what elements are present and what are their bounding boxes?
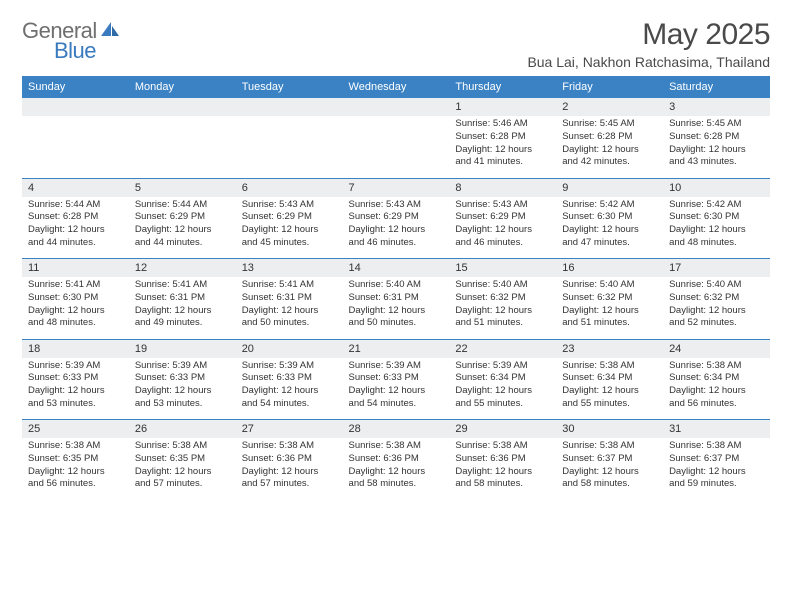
day-data-cell: Sunrise: 5:39 AMSunset: 6:33 PMDaylight:…: [22, 358, 129, 420]
day-number-cell: [22, 98, 129, 116]
day-data-cell: [343, 116, 450, 178]
day-number-cell: 9: [556, 178, 663, 197]
day-data-cell: Sunrise: 5:46 AMSunset: 6:28 PMDaylight:…: [449, 116, 556, 178]
day-data-cell: [236, 116, 343, 178]
day-number-cell: 12: [129, 259, 236, 278]
day-data-cell: Sunrise: 5:40 AMSunset: 6:31 PMDaylight:…: [343, 277, 450, 339]
day-number-row: 123: [22, 98, 770, 116]
day-number-row: 45678910: [22, 178, 770, 197]
weekday-header-row: Sunday Monday Tuesday Wednesday Thursday…: [22, 76, 770, 98]
title-block: May 2025 Bua Lai, Nakhon Ratchasima, Tha…: [527, 18, 770, 70]
header: General Blue May 2025 Bua Lai, Nakhon Ra…: [22, 18, 770, 70]
day-number-cell: 27: [236, 420, 343, 439]
day-data-cell: Sunrise: 5:39 AMSunset: 6:33 PMDaylight:…: [343, 358, 450, 420]
day-data-row: Sunrise: 5:39 AMSunset: 6:33 PMDaylight:…: [22, 358, 770, 420]
day-data-cell: Sunrise: 5:39 AMSunset: 6:34 PMDaylight:…: [449, 358, 556, 420]
weekday-header: Thursday: [449, 76, 556, 98]
day-number-cell: 26: [129, 420, 236, 439]
day-number-cell: 18: [22, 339, 129, 358]
calendar-table: Sunday Monday Tuesday Wednesday Thursday…: [22, 76, 770, 500]
day-number-cell: 21: [343, 339, 450, 358]
day-data-cell: Sunrise: 5:41 AMSunset: 6:30 PMDaylight:…: [22, 277, 129, 339]
day-number-cell: [343, 98, 450, 116]
day-data-cell: Sunrise: 5:42 AMSunset: 6:30 PMDaylight:…: [556, 197, 663, 259]
logo: General Blue: [22, 18, 121, 64]
day-data-cell: Sunrise: 5:41 AMSunset: 6:31 PMDaylight:…: [129, 277, 236, 339]
day-number-cell: [236, 98, 343, 116]
day-number-cell: 14: [343, 259, 450, 278]
day-number-cell: 16: [556, 259, 663, 278]
logo-text-blue: Blue: [54, 38, 96, 64]
weekday-header: Monday: [129, 76, 236, 98]
day-number-cell: 4: [22, 178, 129, 197]
day-number-cell: 31: [663, 420, 770, 439]
day-data-cell: Sunrise: 5:43 AMSunset: 6:29 PMDaylight:…: [343, 197, 450, 259]
day-number-cell: 24: [663, 339, 770, 358]
day-data-cell: Sunrise: 5:38 AMSunset: 6:34 PMDaylight:…: [556, 358, 663, 420]
day-data-cell: Sunrise: 5:39 AMSunset: 6:33 PMDaylight:…: [129, 358, 236, 420]
day-data-row: Sunrise: 5:44 AMSunset: 6:28 PMDaylight:…: [22, 197, 770, 259]
day-data-cell: Sunrise: 5:38 AMSunset: 6:36 PMDaylight:…: [343, 438, 450, 500]
day-data-cell: Sunrise: 5:38 AMSunset: 6:35 PMDaylight:…: [22, 438, 129, 500]
day-data-cell: [129, 116, 236, 178]
day-data-cell: Sunrise: 5:44 AMSunset: 6:29 PMDaylight:…: [129, 197, 236, 259]
day-number-cell: 3: [663, 98, 770, 116]
day-data-cell: Sunrise: 5:45 AMSunset: 6:28 PMDaylight:…: [556, 116, 663, 178]
day-number-row: 18192021222324: [22, 339, 770, 358]
weekday-header: Sunday: [22, 76, 129, 98]
day-data-cell: Sunrise: 5:45 AMSunset: 6:28 PMDaylight:…: [663, 116, 770, 178]
day-number-cell: 13: [236, 259, 343, 278]
day-data-cell: Sunrise: 5:42 AMSunset: 6:30 PMDaylight:…: [663, 197, 770, 259]
day-number-cell: 7: [343, 178, 450, 197]
day-number-cell: 20: [236, 339, 343, 358]
logo-sail-icon: [99, 20, 121, 43]
day-number-cell: 1: [449, 98, 556, 116]
weekday-header: Saturday: [663, 76, 770, 98]
day-number-cell: 10: [663, 178, 770, 197]
day-number-cell: 17: [663, 259, 770, 278]
day-data-cell: Sunrise: 5:40 AMSunset: 6:32 PMDaylight:…: [663, 277, 770, 339]
day-data-cell: Sunrise: 5:43 AMSunset: 6:29 PMDaylight:…: [236, 197, 343, 259]
day-data-cell: [22, 116, 129, 178]
calendar-body: 123Sunrise: 5:46 AMSunset: 6:28 PMDaylig…: [22, 98, 770, 500]
day-number-cell: 23: [556, 339, 663, 358]
day-data-cell: Sunrise: 5:38 AMSunset: 6:36 PMDaylight:…: [236, 438, 343, 500]
day-number-row: 25262728293031: [22, 420, 770, 439]
day-number-cell: 11: [22, 259, 129, 278]
day-number-cell: 8: [449, 178, 556, 197]
day-data-cell: Sunrise: 5:38 AMSunset: 6:37 PMDaylight:…: [556, 438, 663, 500]
day-number-cell: [129, 98, 236, 116]
day-data-row: Sunrise: 5:41 AMSunset: 6:30 PMDaylight:…: [22, 277, 770, 339]
day-number-cell: 29: [449, 420, 556, 439]
weekday-header: Friday: [556, 76, 663, 98]
day-data-row: Sunrise: 5:38 AMSunset: 6:35 PMDaylight:…: [22, 438, 770, 500]
day-number-cell: 22: [449, 339, 556, 358]
day-data-cell: Sunrise: 5:39 AMSunset: 6:33 PMDaylight:…: [236, 358, 343, 420]
day-data-cell: Sunrise: 5:40 AMSunset: 6:32 PMDaylight:…: [449, 277, 556, 339]
day-number-cell: 30: [556, 420, 663, 439]
day-data-row: Sunrise: 5:46 AMSunset: 6:28 PMDaylight:…: [22, 116, 770, 178]
day-number-cell: 19: [129, 339, 236, 358]
day-data-cell: Sunrise: 5:41 AMSunset: 6:31 PMDaylight:…: [236, 277, 343, 339]
day-data-cell: Sunrise: 5:38 AMSunset: 6:36 PMDaylight:…: [449, 438, 556, 500]
day-number-cell: 2: [556, 98, 663, 116]
day-data-cell: Sunrise: 5:38 AMSunset: 6:37 PMDaylight:…: [663, 438, 770, 500]
weekday-header: Wednesday: [343, 76, 450, 98]
location: Bua Lai, Nakhon Ratchasima, Thailand: [527, 54, 770, 70]
weekday-header: Tuesday: [236, 76, 343, 98]
day-number-cell: 15: [449, 259, 556, 278]
day-data-cell: Sunrise: 5:40 AMSunset: 6:32 PMDaylight:…: [556, 277, 663, 339]
day-data-cell: Sunrise: 5:44 AMSunset: 6:28 PMDaylight:…: [22, 197, 129, 259]
day-data-cell: Sunrise: 5:38 AMSunset: 6:34 PMDaylight:…: [663, 358, 770, 420]
day-number-row: 11121314151617: [22, 259, 770, 278]
day-number-cell: 6: [236, 178, 343, 197]
day-number-cell: 25: [22, 420, 129, 439]
day-data-cell: Sunrise: 5:38 AMSunset: 6:35 PMDaylight:…: [129, 438, 236, 500]
day-data-cell: Sunrise: 5:43 AMSunset: 6:29 PMDaylight:…: [449, 197, 556, 259]
day-number-cell: 28: [343, 420, 450, 439]
day-number-cell: 5: [129, 178, 236, 197]
page-title: May 2025: [527, 18, 770, 52]
